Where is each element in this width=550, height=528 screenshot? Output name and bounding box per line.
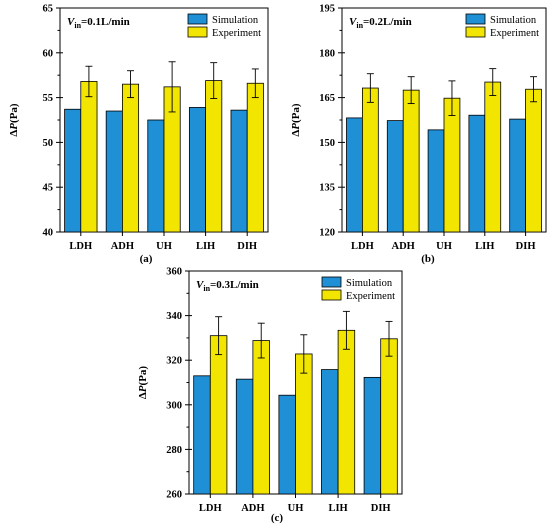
bar-simulation-adh: [105, 110, 123, 233]
y-tick-label: 300: [166, 400, 182, 411]
bar-simulation-ldh: [64, 108, 82, 233]
condition-label: Vin=0.3L/min: [196, 279, 259, 293]
bar-simulation-ldh: [346, 117, 363, 233]
x-tick-label: LIH: [196, 241, 215, 252]
panel-label: (a): [140, 253, 153, 265]
legend-swatch-simulation: [465, 13, 486, 25]
y-tick-label: 320: [166, 356, 182, 367]
bar-simulation-adh: [235, 378, 254, 495]
bar-experiment-ldh: [209, 335, 228, 495]
x-tick-label: LIH: [328, 503, 347, 514]
y-tick-label: 180: [319, 48, 335, 59]
legend-label-experiment: Experiment: [490, 28, 539, 39]
y-tick-label: 165: [319, 93, 335, 104]
bar-simulation-uh: [427, 129, 445, 233]
bar-experiment-dih: [246, 82, 264, 233]
x-tick-label: DIH: [516, 241, 536, 252]
x-tick-label: LDH: [351, 241, 374, 252]
y-axis-title: ΔP(Pa): [8, 103, 20, 137]
y-tick-label: 60: [43, 48, 54, 59]
y-tick-label: 120: [319, 228, 335, 239]
bar-simulation-lih: [468, 114, 486, 233]
bar-experiment-lih: [484, 81, 502, 233]
x-tick-label: ADH: [241, 503, 264, 514]
bar-simulation-lih: [321, 369, 339, 495]
bar-experiment-dih: [525, 88, 542, 233]
legend-swatch-experiment: [187, 26, 208, 38]
bar-simulation-dih: [230, 109, 248, 233]
bar-simulation-uh: [278, 394, 296, 495]
bar-simulation-dih: [509, 118, 526, 233]
legend-swatch-experiment: [465, 26, 486, 38]
legend-label-simulation: Simulation: [212, 15, 259, 26]
condition-label: Vin=0.2L/min: [349, 16, 412, 30]
bar-experiment-uh: [295, 353, 313, 495]
panel-label: (b): [421, 253, 435, 265]
chart-panel-3: 260 280 300 320 340 360 ΔP(Pa) LDH ADH UH LIH DIH Vi…: [137, 267, 403, 524]
bar-experiment-dih: [380, 338, 398, 495]
y-tick-label: 55: [43, 93, 54, 104]
bar-experiment-ldh: [80, 81, 98, 233]
bar-simulation-ldh: [193, 375, 211, 495]
y-tick-label: 150: [319, 138, 335, 149]
x-tick-label: ADH: [111, 241, 134, 252]
y-tick-label: 260: [166, 490, 182, 501]
y-tick-label: 135: [319, 183, 335, 194]
bar-experiment-uh: [443, 97, 461, 233]
y-tick-label: 65: [43, 4, 54, 15]
x-tick-label: LDH: [69, 241, 92, 252]
x-tick-label: DIH: [371, 503, 391, 514]
y-tick-label: 280: [166, 445, 182, 456]
legend-label-simulation: Simulation: [346, 278, 393, 289]
y-axis-title: ΔP(Pa): [137, 366, 149, 400]
x-tick-label: LDH: [199, 503, 222, 514]
chart-panel-1: 40 45 50 55 60 65 ΔP(Pa) LDH ADH UH LIH DIH Vin=0.1L…: [8, 4, 269, 265]
legend-swatch-simulation: [187, 13, 208, 25]
x-tick-label: DIH: [237, 241, 257, 252]
x-tick-label: UH: [288, 503, 304, 514]
y-tick-label: 340: [166, 311, 182, 322]
y-axis-title: ΔP(Pa): [290, 103, 302, 137]
bar-simulation-lih: [188, 107, 207, 233]
bar-simulation-dih: [363, 376, 382, 495]
legend-swatch-simulation: [321, 276, 342, 288]
y-tick-label: 195: [319, 4, 335, 15]
bar-experiment-adh: [122, 83, 140, 233]
x-tick-label: UH: [156, 241, 172, 252]
legend-swatch-experiment: [321, 289, 342, 301]
bar-experiment-ldh: [361, 87, 379, 233]
panel-label: (c): [271, 512, 284, 524]
condition-label: Vin=0.1L/min: [67, 16, 130, 30]
bar-experiment-adh: [402, 89, 420, 233]
y-tick-label: 50: [43, 138, 54, 149]
legend-label-experiment: Experiment: [212, 28, 261, 39]
legend-label-experiment: Experiment: [346, 291, 395, 302]
legend-label-simulation: Simulation: [490, 15, 537, 26]
bar-simulation-adh: [386, 120, 404, 233]
y-tick-label: 40: [43, 228, 54, 239]
y-tick-label: 45: [43, 183, 54, 194]
x-tick-label: UH: [436, 241, 452, 252]
x-tick-label: LIH: [475, 241, 494, 252]
bar-experiment-lih: [205, 80, 223, 233]
bar-experiment-adh: [252, 340, 270, 495]
bar-simulation-uh: [147, 119, 165, 233]
bar-experiment-lih: [337, 329, 356, 495]
x-tick-label: ADH: [392, 241, 415, 252]
chart-panel-2: 120 135 150 165 180 195 ΔP(Pa) LDH ADH UH LIH DIH Vi…: [290, 4, 547, 265]
y-tick-label: 360: [166, 267, 182, 278]
